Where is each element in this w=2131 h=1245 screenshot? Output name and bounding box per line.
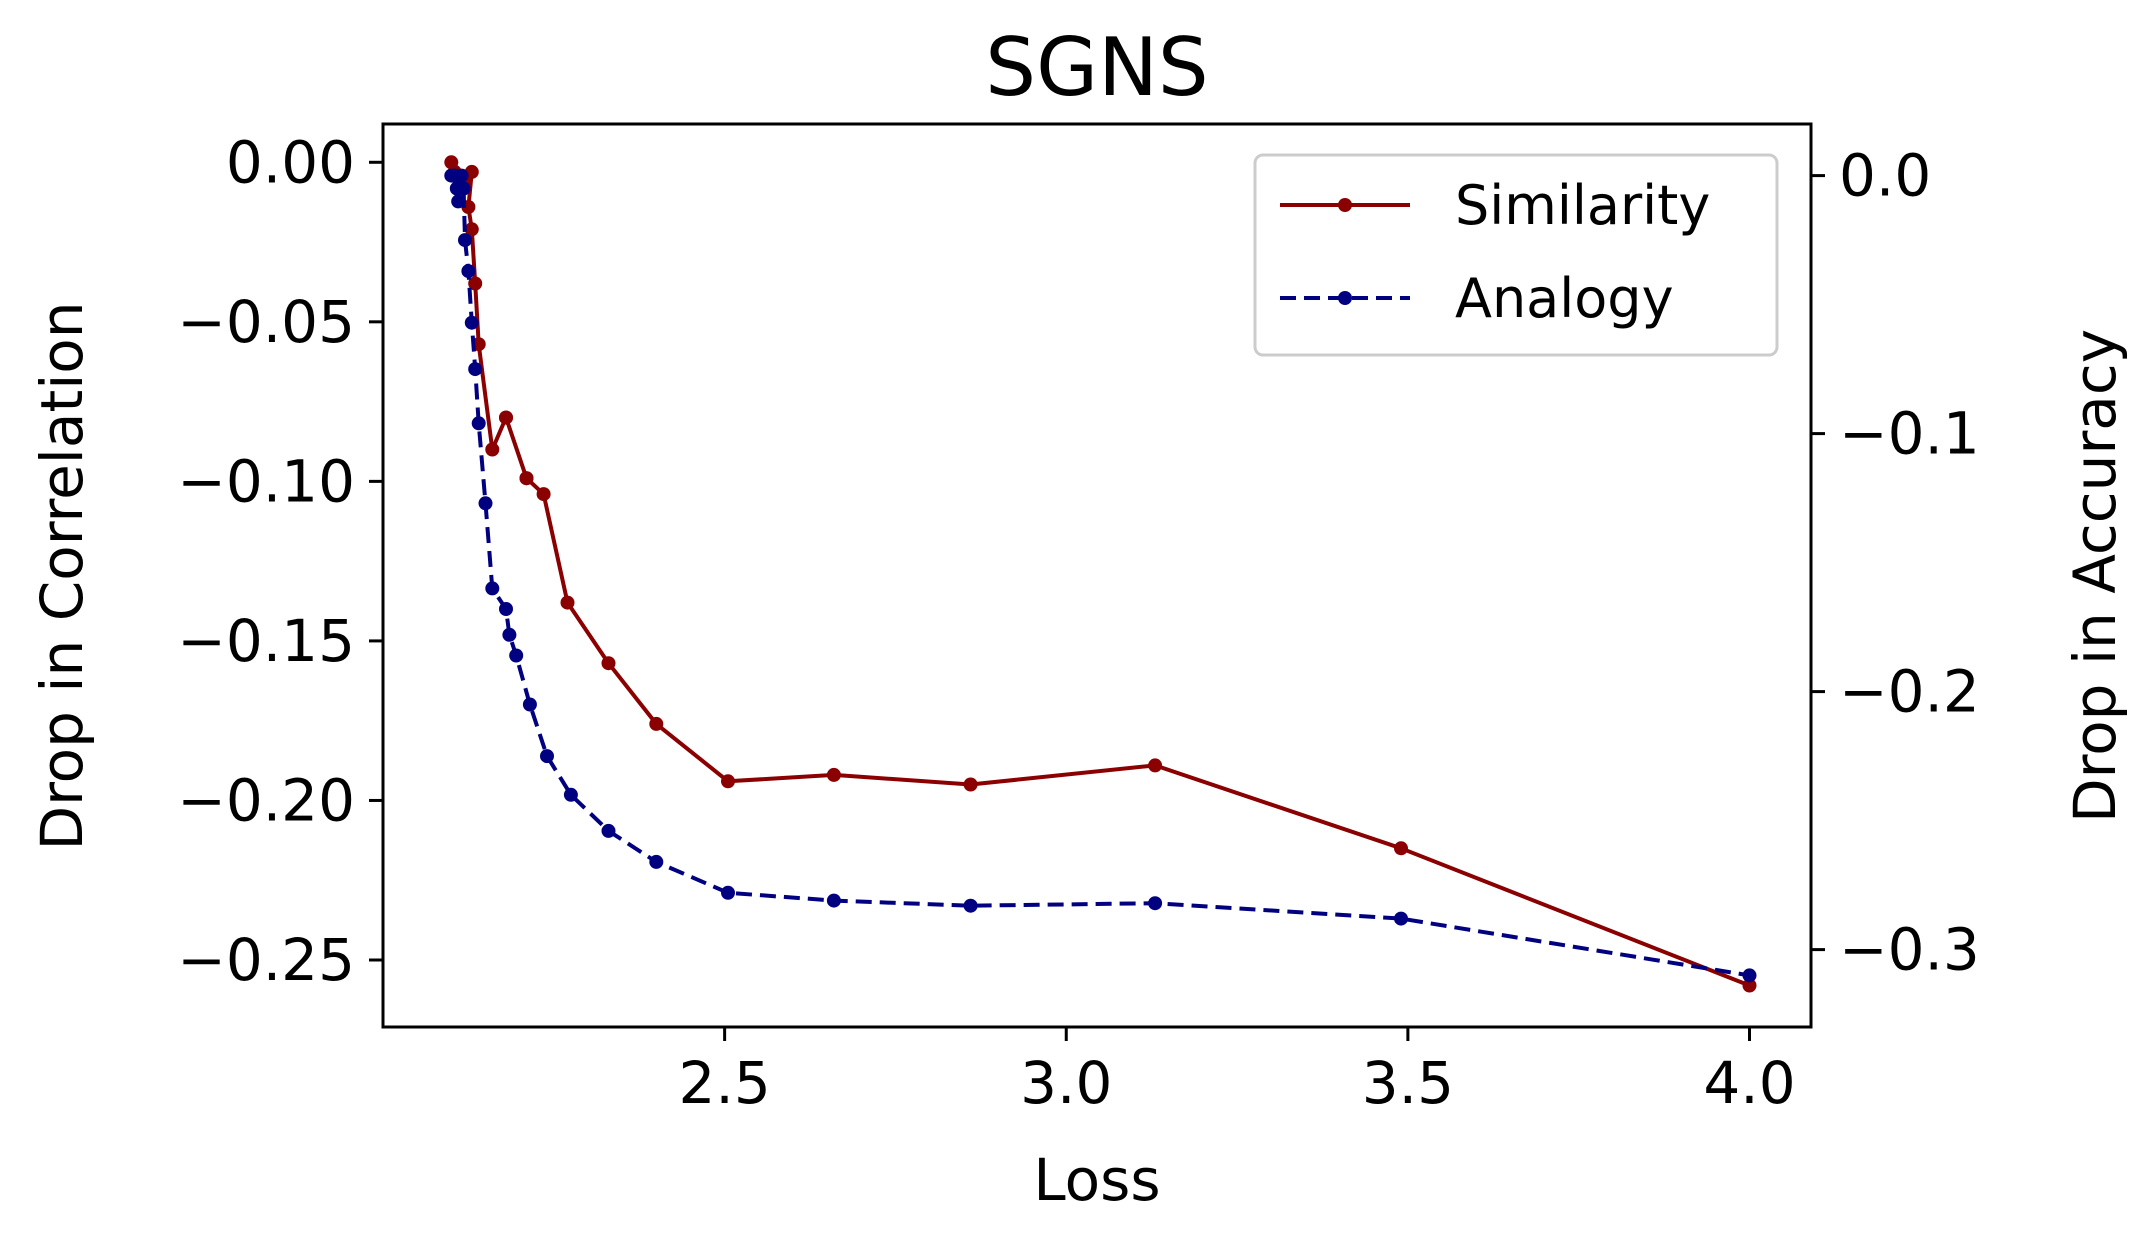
point-similarity [601,656,616,671]
point-analogy [1394,911,1408,926]
point-analogy [471,416,486,431]
left-y-tick-label: −0.15 [177,607,355,675]
x-tick-label: 2.5 [679,1049,771,1117]
legend-analogy-marker [1338,291,1352,305]
point-analogy [456,181,471,196]
point-similarity [963,777,978,792]
x-tick-label: 3.0 [1020,1049,1112,1117]
legend-analogy-label: Analogy [1455,267,1674,330]
point-similarity [826,767,841,782]
point-analogy [826,893,841,908]
point-analogy [963,898,978,913]
right-y-axis-title: Drop in Accuracy [2061,329,2129,823]
point-analogy [1148,896,1163,911]
point-similarity [485,442,500,457]
right-y-tick-label: −0.1 [1839,400,1980,468]
point-analogy [499,602,513,616]
point-similarity [1742,978,1757,993]
x-tick-label: 3.5 [1362,1049,1454,1117]
point-analogy [485,581,500,596]
point-analogy [468,362,483,377]
left-y-tick-label: −0.20 [177,766,355,834]
point-analogy [721,885,735,900]
point-similarity [536,487,551,502]
point-analogy [509,648,524,663]
right-y-tick-label: 0.0 [1839,142,1931,210]
point-analogy [601,823,616,838]
point-similarity [519,471,534,486]
right-y-tick-label: −0.2 [1839,658,1980,726]
left-y-tick-label: −0.25 [177,926,355,994]
point-similarity [560,595,575,610]
point-similarity [721,774,735,789]
point-analogy [458,233,472,248]
x-tick-label: 4.0 [1703,1049,1795,1117]
point-analogy [522,697,537,712]
left-y-tick-label: −0.10 [177,447,355,515]
point-analogy [478,496,493,511]
right-y-axis-ticks: 0.0 −0.1 −0.2 −0.3 [1811,142,1980,984]
chart-title: SGNS [985,21,1208,114]
point-analogy [502,627,517,642]
point-analogy [464,315,479,330]
right-y-tick-label: −0.3 [1839,916,1980,984]
left-y-axis-title: Drop in Correlation [28,301,96,850]
point-similarity [468,276,483,291]
plot-series [444,155,1757,993]
point-similarity [1148,758,1163,773]
legend: Similarity Analogy [1253,153,1779,357]
legend-similarity-marker [1338,198,1352,212]
legend-similarity-label: Similarity [1455,174,1710,237]
x-axis-ticks: 2.5 3.0 3.5 4.0 [679,1027,1796,1117]
point-analogy [1742,968,1757,983]
point-analogy [563,787,578,802]
point-analogy [461,264,476,279]
left-y-axis-ticks: 0.00 −0.05 −0.10 −0.15 −0.20 −0.25 [177,128,383,994]
point-analogy [451,194,466,209]
plot-frame [381,122,1813,1029]
point-similarity [499,410,513,425]
point-analogy [649,854,664,869]
point-similarity [649,716,664,731]
point-analogy [454,168,469,183]
left-y-tick-label: −0.05 [177,288,355,356]
point-similarity [1394,841,1408,856]
x-axis-title: Loss [1033,1146,1160,1214]
left-y-tick-label: 0.00 [226,128,355,196]
point-analogy [540,749,554,764]
point-similarity [464,222,479,237]
